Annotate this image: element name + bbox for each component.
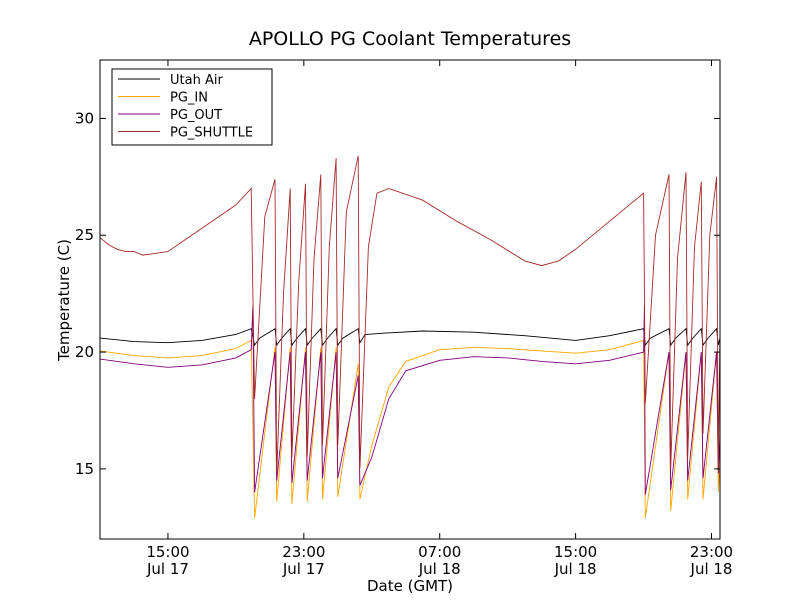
x-tick-label-time: 23:00	[690, 543, 733, 561]
x-tick-label-date: Jul 17	[146, 560, 189, 578]
x-axis-label: Date (GMT)	[367, 577, 453, 595]
series-line-utah-air	[100, 327, 720, 347]
series-line-pg-out	[100, 305, 720, 495]
legend-label-pg-in: PG_IN	[170, 91, 208, 106]
x-tick-label-time: 23:00	[282, 543, 325, 561]
x-tick-label-date: Jul 18	[690, 560, 733, 578]
legend-label-pg-shuttle: PG_SHUTTLE	[170, 126, 253, 141]
chart-title: APOLLO PG Coolant Temperatures	[249, 28, 571, 50]
legend-label-utah-air: Utah Air	[170, 73, 223, 88]
y-tick-label: 15	[75, 460, 94, 478]
x-tick-label-time: 07:00	[418, 543, 461, 561]
series-layer	[100, 155, 720, 519]
y-axis-label: Temperature (C)	[55, 239, 73, 362]
legend-label-pg-out: PG_OUT	[170, 108, 222, 123]
x-tick-label-date: Jul 18	[554, 560, 597, 578]
y-axis: 15 20 25 30	[75, 109, 720, 478]
legend-frame	[111, 68, 273, 146]
y-tick-label: 20	[75, 343, 94, 361]
y-tick-label: 30	[75, 109, 94, 127]
y-tick-label: 25	[75, 226, 94, 244]
x-tick-label-date: Jul 17	[282, 560, 325, 578]
legend: Utah Air PG_IN PG_OUT PG_SHUTTLE	[111, 68, 273, 146]
x-tick-label-time: 15:00	[554, 543, 597, 561]
series-line-pg-shuttle	[100, 155, 720, 474]
plot-frame	[99, 59, 721, 540]
x-tick-label-time: 15:00	[146, 543, 189, 561]
series-line-pg-in	[100, 339, 720, 519]
x-tick-label-date: Jul 18	[418, 560, 461, 578]
